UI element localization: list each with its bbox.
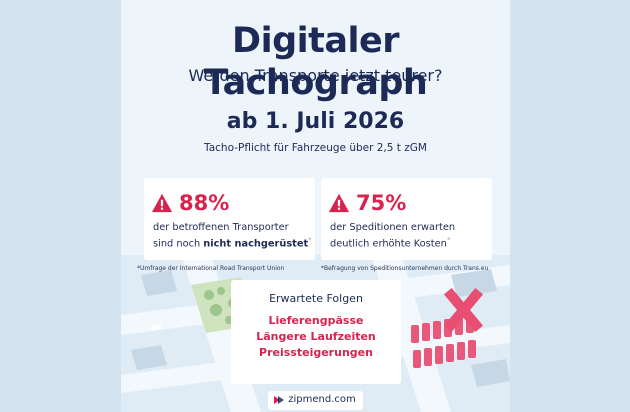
stat-text-line2: deutlich erhöhte Kosten*	[330, 236, 451, 250]
infographic: Digitaler Tachograph Werden Transporte j…	[121, 0, 510, 412]
stat-card-head: 75%	[328, 190, 406, 216]
footnote-marker: *	[308, 236, 312, 244]
stat-card-head: 88%	[151, 190, 229, 216]
stat-value: 75%	[356, 191, 407, 215]
consequences-box: Erwartete Folgen Lieferengpässe Längere …	[231, 280, 401, 384]
stat-text-line1: der betroffenen Transporter	[153, 222, 289, 233]
deadline-note: Tacho-Pflicht für Fahrzeuge über 2,5 t z…	[204, 142, 427, 154]
warning-icon	[328, 193, 350, 213]
deadline-date: ab 1. Juli 2026	[226, 109, 405, 134]
stat-card-transporter: 88% der betroffenen Transporter sind noc…	[144, 178, 315, 260]
brand-pill[interactable]: zipmend.com	[268, 390, 363, 410]
stat-card-speditionen: 75% der Speditionen erwarten deutlich er…	[321, 178, 492, 260]
stat-text-line2: sind noch nicht nachgerüstet*	[153, 236, 312, 250]
consequence-item: Längere Laufzeiten	[256, 330, 376, 343]
footnote-marker: *	[446, 236, 451, 244]
source-note-transporter: *Umfrage der International Road Transpor…	[137, 265, 285, 272]
consequences-heading: Erwartete Folgen	[269, 292, 363, 305]
stat-emphasis: nicht nachgerüstet	[203, 238, 309, 250]
stat-text-line1: der Speditionen erwarten	[330, 222, 456, 233]
page-subtitle: Werden Transporte jetzt teurer?	[188, 66, 443, 85]
page-title: Digitaler Tachograph	[203, 21, 428, 103]
source-note-speditionen: *Befragung von Speditionsunternehmen dur…	[321, 265, 489, 272]
stat-value: 88%	[179, 191, 230, 215]
consequence-item: Preissteigerungen	[259, 346, 373, 359]
consequence-item: Lieferengpässe	[268, 314, 364, 327]
warning-icon	[151, 193, 173, 213]
zipmend-logo-icon	[274, 395, 285, 404]
brand-name: zipmend.com	[288, 394, 356, 405]
footer: zipmend.com	[121, 388, 510, 412]
